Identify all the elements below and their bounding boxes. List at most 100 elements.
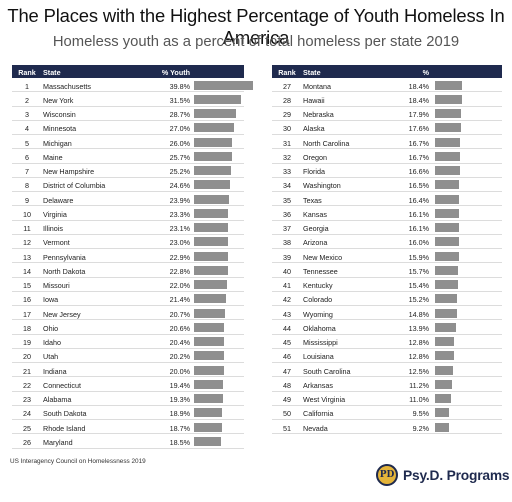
table-header: Rank State % Youth: [12, 65, 244, 78]
rank-cell: 51: [283, 423, 291, 433]
rank-cell: 13: [23, 252, 31, 262]
rank-cell: 11: [23, 224, 31, 233]
header-state: State: [43, 67, 61, 77]
pct-bar: [194, 422, 222, 432]
state-cell: Nevada: [303, 423, 328, 433]
table-row: 4 Minnesota 27.0%: [12, 121, 244, 135]
pct-cell: 16.1%: [408, 209, 429, 219]
pct-bar: [435, 251, 459, 261]
pct-cell: 9.5%: [412, 409, 429, 419]
pct-bar: [435, 337, 454, 346]
table-right: Rank State % Youth 27 Montana 18.4% 28 Hawai…: [272, 65, 502, 435]
rank-cell: 6: [25, 152, 29, 162]
rank-cell: 37: [283, 224, 291, 233]
rank-cell: 40: [283, 266, 291, 276]
pct-bar: [194, 365, 224, 375]
state-cell: Tennessee: [303, 266, 338, 276]
rank-cell: 33: [283, 167, 291, 176]
state-cell: Massachusetts: [43, 81, 91, 91]
rank-cell: 36: [283, 209, 291, 219]
pct-cell: 12.8%: [408, 352, 429, 362]
table-row: 5 Michigan 26.0%: [12, 135, 244, 150]
rank-cell: 12: [23, 238, 31, 248]
state-cell: Utah: [43, 352, 59, 362]
pct-cell: 18.4%: [408, 81, 429, 91]
state-cell: District of Columbia: [43, 181, 106, 191]
rank-cell: 50: [283, 409, 291, 419]
table-row: 26 Maryland 18.5%: [12, 434, 244, 449]
header-pct: % Youth: [161, 67, 190, 77]
pct-bar: [194, 94, 241, 104]
table-row: 23 Alabama 19.3%: [12, 392, 244, 406]
rank-cell: 42: [283, 295, 291, 305]
rank-cell: 25: [23, 423, 31, 433]
rank-cell: 2: [25, 95, 29, 105]
pct-bar: [194, 237, 228, 247]
state-cell: North Dakota: [43, 266, 86, 276]
table-row: 1 Massachusetts 39.8%: [12, 78, 253, 93]
rank-cell: 30: [283, 124, 291, 134]
pct-bar: [435, 194, 460, 204]
pct-cell: 25.7%: [169, 152, 190, 162]
pct-cell: 20.4%: [169, 338, 190, 347]
table-row: 12 Vermont 23.0%: [12, 235, 244, 249]
pct-bar: [435, 151, 460, 161]
table-row: 45 Mississippi 12.8%: [272, 335, 502, 349]
state-cell: Maine: [43, 152, 63, 162]
table-row: 17 New Jersey 20.7%: [12, 306, 244, 321]
table-row: 33 Florida 16.6%: [272, 164, 502, 178]
pct-bar: [435, 208, 459, 218]
state-cell: Ohio: [43, 323, 59, 333]
source-note: US Interagency Council on Homelessness 2…: [10, 458, 146, 465]
table-rows: 27 Montana 18.4% 28 Hawaii 18.4% 29 Nebraska 17.…: [272, 78, 502, 435]
header-rank: Rank: [278, 67, 296, 77]
state-cell: West Virginia: [303, 395, 346, 404]
pct-cell: 15.9%: [408, 252, 429, 262]
pct-bar: [435, 223, 459, 232]
state-cell: Colorado: [303, 295, 333, 305]
pct-cell: 23.9%: [169, 195, 190, 205]
pct-bar: [435, 422, 449, 432]
state-cell: Missouri: [43, 281, 70, 290]
table-row: 30 Alaska 17.6%: [272, 121, 502, 135]
table-row: 43 Wyoming 14.8%: [272, 306, 502, 321]
state-cell: New Jersey: [43, 309, 81, 319]
pct-cell: 18.5%: [169, 437, 190, 447]
state-cell: New Hampshire: [43, 167, 95, 176]
rank-cell: 28: [283, 95, 291, 105]
rank-cell: 8: [25, 181, 29, 191]
state-cell: Minnesota: [43, 124, 77, 134]
state-cell: South Dakota: [43, 409, 87, 419]
pct-cell: 39.8%: [169, 81, 190, 91]
pct-bar: [194, 265, 228, 275]
pct-cell: 18.4%: [408, 95, 429, 105]
table-row: 36 Kansas 16.1%: [272, 206, 502, 221]
rank-cell: 18: [23, 323, 31, 333]
pct-bar: [435, 365, 454, 375]
table-row: 21 Indiana 20.0%: [12, 363, 244, 378]
pct-bar: [194, 308, 225, 318]
table-row: 46 Louisiana 12.8%: [272, 349, 502, 363]
table-row: 39 New Mexico 15.9%: [272, 249, 502, 264]
pct-cell: 27.0%: [169, 124, 190, 134]
pct-bar: [194, 151, 232, 161]
pct-cell: 13.9%: [408, 323, 429, 333]
state-cell: Wyoming: [303, 309, 333, 319]
pct-cell: 16.1%: [408, 224, 429, 233]
rank-cell: 17: [23, 309, 31, 319]
pct-cell: 11.2%: [409, 380, 429, 390]
state-cell: Louisiana: [303, 352, 334, 362]
pct-cell: 15.2%: [408, 295, 429, 305]
pct-bar: [194, 408, 222, 418]
pct-bar: [194, 351, 224, 361]
table-row: 29 Nebraska 17.9%: [272, 107, 502, 121]
pct-cell: 18.9%: [169, 409, 190, 419]
pct-cell: 9.2%: [412, 423, 429, 433]
pct-cell: 16.6%: [408, 167, 429, 176]
state-cell: Texas: [303, 195, 322, 205]
rank-cell: 38: [283, 238, 291, 248]
pct-bar: [435, 237, 459, 247]
table-row: 44 Oklahoma 13.9%: [272, 320, 502, 335]
pct-cell: 23.0%: [169, 238, 190, 248]
table-row: 34 Washington 16.5%: [272, 178, 502, 192]
